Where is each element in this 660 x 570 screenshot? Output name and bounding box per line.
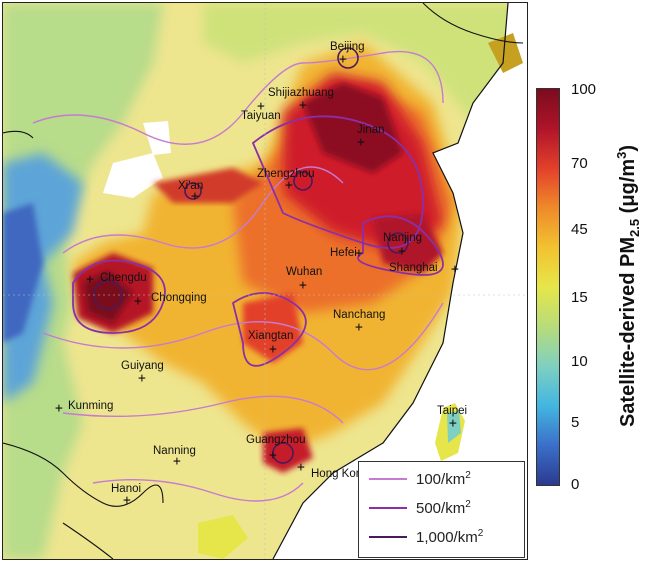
- city-marker-guiyang: +: [138, 371, 146, 386]
- guanzhong-hotspot: [153, 168, 263, 203]
- city-label-kunming: Kunming: [68, 400, 114, 412]
- central-hotspot: [243, 293, 303, 363]
- colorbar-title: Satellite-derived PM2.5 (μg/m3): [614, 144, 642, 428]
- city-marker-beijing: +: [339, 52, 347, 67]
- northern-region: [203, 3, 523, 143]
- legend-label-1000: 1,000/km2: [416, 528, 484, 546]
- colorbar-tick-45: 45: [571, 221, 588, 238]
- city-marker-shijiazhuang: +: [299, 98, 307, 113]
- legend-label-500: 500/km2: [416, 499, 471, 517]
- city-marker-nanchang: +: [355, 320, 363, 335]
- colorbar-tick-5: 5: [571, 414, 580, 431]
- colorbar-tick-70: 70: [571, 155, 588, 172]
- city-marker-chongqing: +: [134, 294, 142, 309]
- city-label-nanning: Nanning: [153, 445, 196, 457]
- legend-item-1000: 1,000/km2: [369, 526, 524, 548]
- city-label-hong-kong: Hong Kong: [311, 468, 369, 480]
- legend: 100/km2 500/km2 1,000/km2: [358, 461, 525, 558]
- city-marker-hong-kong: +: [297, 460, 305, 475]
- colorbar-tick-10: 10: [571, 353, 588, 370]
- city-marker-hanoi: +: [123, 493, 131, 508]
- map-graphic: [3, 3, 527, 559]
- hainan-island: [198, 515, 248, 559]
- borders: [3, 3, 524, 559]
- city-marker-hefei: +: [355, 246, 363, 261]
- city-label-hanoi: Hanoi: [111, 483, 142, 495]
- legend-label-100: 100/km2: [416, 470, 471, 488]
- colorbar-tick-15: 15: [571, 289, 588, 306]
- city-label-xian: Xi'an: [178, 180, 204, 192]
- contour-500: [72, 115, 444, 367]
- city-marker-chengdu: +: [86, 272, 94, 287]
- city-marker-nanjing: +: [398, 244, 406, 259]
- city-label-taiyuan: Taiyuan: [241, 110, 281, 122]
- colorbar-tick-0: 0: [571, 476, 580, 493]
- coastline: [272, 3, 509, 559]
- city-marker-taipei: +: [449, 416, 457, 431]
- legend-swatch-100: [369, 478, 407, 480]
- city-label-zhengzhou: Zhengzhou: [257, 168, 315, 180]
- city-label-jinan: Jinan: [357, 124, 385, 136]
- legend-swatch-1000: [369, 536, 407, 538]
- city-label-wuhan: Wuhan: [286, 266, 323, 278]
- colorbar-tick-100: 100: [571, 81, 597, 98]
- city-label-beijing: Beijing: [330, 41, 365, 53]
- city-marker-xian: +: [191, 189, 199, 204]
- city-label-xiangtan: Xiangtan: [248, 330, 294, 342]
- city-label-chongqing: Chongqing: [151, 292, 207, 304]
- city-label-guangzhou: Guangzhou: [246, 434, 306, 446]
- city-marker-taiyuan: +: [257, 99, 265, 114]
- pm25-map: Beijing Shijiazhuang Taiyuan Jinan Zheng…: [2, 2, 528, 560]
- city-marker-shanghai: +: [451, 262, 459, 277]
- no-data-patch: [103, 153, 163, 198]
- city-marker-jinan: +: [357, 135, 365, 150]
- city-label-guiyang: Guiyang: [121, 360, 164, 372]
- city-label-chengdu: Chengdu: [100, 272, 147, 284]
- western-low-region: [3, 3, 163, 559]
- city-label-shijiazhuang: Shijiazhuang: [268, 87, 334, 99]
- city-label-nanchang: Nanchang: [333, 309, 386, 321]
- city-marker-kunming: +: [55, 401, 63, 416]
- city-marker-guangzhou: +: [269, 448, 277, 463]
- legend-item-100: 100/km2: [369, 468, 524, 490]
- contour-100: [32, 50, 444, 502]
- pearl-river-hotspot: [263, 428, 313, 473]
- colorbar: [536, 88, 560, 486]
- no-data-patch: [143, 121, 171, 155]
- city-label-shanghai: Shanghai: [389, 262, 438, 274]
- city-label-nanjing: Nanjing: [383, 232, 422, 244]
- jing-jin-ji-core: [303, 83, 403, 173]
- lowest-region: [3, 203, 43, 343]
- city-label-hefei: Hefei: [330, 247, 357, 259]
- legend-item-500: 500/km2: [369, 497, 524, 519]
- city-marker-wuhan: +: [299, 278, 307, 293]
- city-label-taipei: Taipei: [437, 405, 468, 417]
- city-marker-zhengzhou: +: [285, 178, 293, 193]
- graticule: [3, 3, 527, 559]
- taiwan-interior: [447, 411, 461, 443]
- city-marker-xiangtan: +: [269, 342, 277, 357]
- legend-swatch-500: [369, 507, 407, 509]
- city-marker-nanning: +: [173, 454, 181, 469]
- sichuan-core: [83, 271, 133, 323]
